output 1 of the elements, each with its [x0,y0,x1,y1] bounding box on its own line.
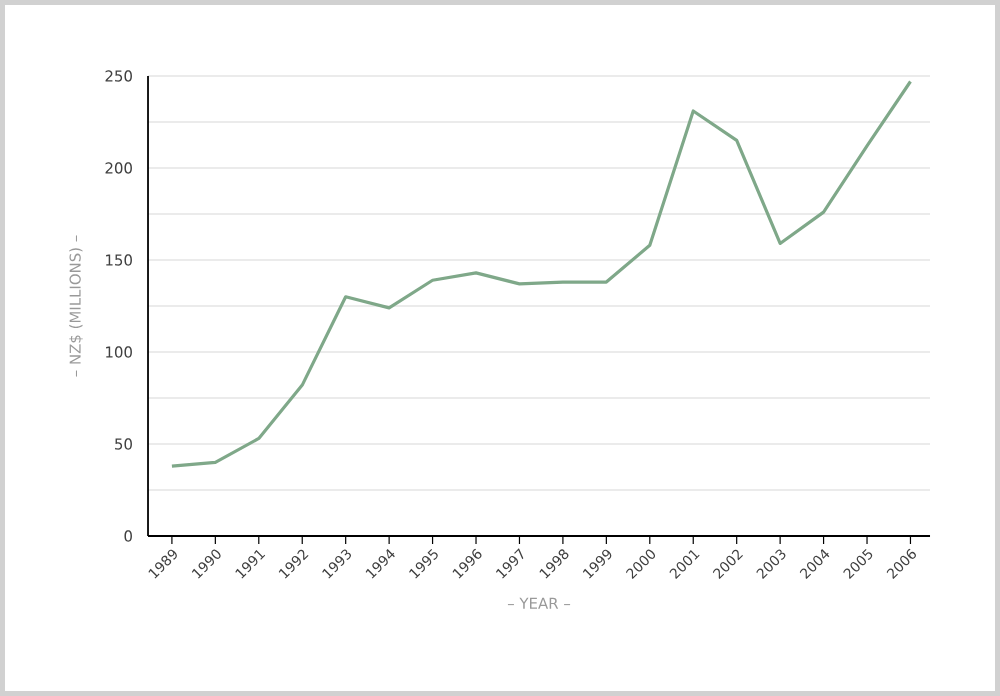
line-series [170,79,913,468]
